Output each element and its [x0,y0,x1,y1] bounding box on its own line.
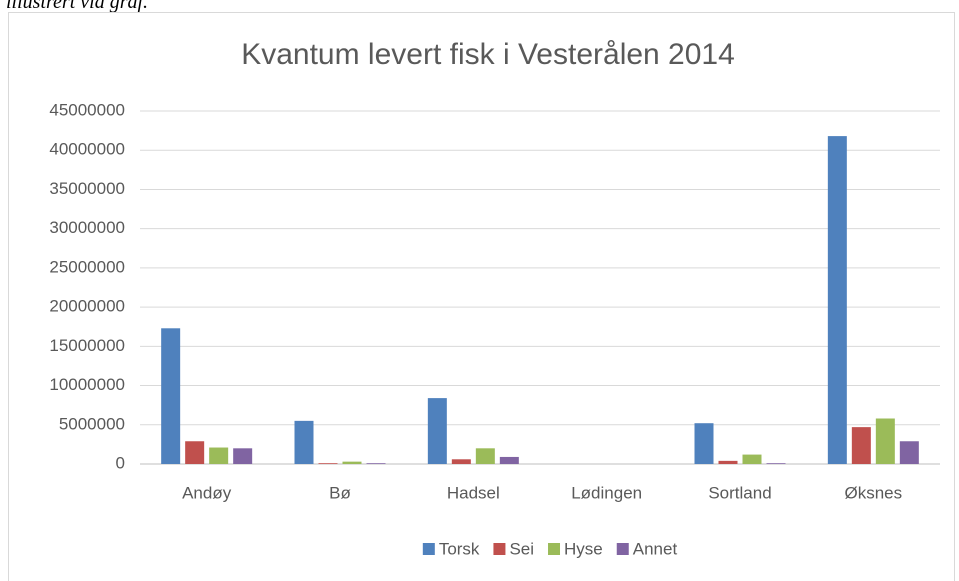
bar [318,463,338,464]
bar [161,328,181,464]
bar [766,463,786,464]
caption: illustrert via graf. [6,0,148,13]
y-tick-label: 20000000 [49,297,125,316]
y-tick-label: 45000000 [49,100,125,119]
bar [451,459,471,464]
bar [185,441,205,464]
bar [875,418,895,464]
legend-swatch [422,543,435,555]
bar [342,461,362,464]
y-tick-label: 15000000 [49,336,125,355]
legend-label: Annet [633,539,678,558]
legend-swatch [616,543,629,555]
x-tick-label: Sortland [708,483,771,502]
x-tick-label: Andøy [182,483,232,502]
legend-swatch [493,543,506,555]
y-tick-label: 25000000 [49,257,125,276]
x-tick-label: Bø [329,483,351,502]
legend-label: Sei [509,539,534,558]
legend-swatch [548,543,561,555]
legend-label: Torsk [439,539,480,558]
bar [499,456,519,464]
y-tick-label: 5000000 [59,414,125,433]
bar [718,460,738,464]
bar [475,448,495,464]
y-tick-label: 35000000 [49,179,125,198]
bar [366,463,386,464]
bar [233,448,253,464]
chart-border [8,12,955,581]
bar [294,420,314,464]
bar [827,136,847,464]
y-tick-label: 10000000 [49,375,125,394]
bar [742,454,762,464]
bar [851,427,871,464]
bar [694,423,714,464]
y-tick-label: 0 [116,453,125,472]
bar [209,447,229,464]
y-tick-label: 40000000 [49,140,125,159]
bar [899,441,919,464]
bar [427,398,447,464]
chart-title: Kvantum levert fisk i Vesterålen 2014 [241,38,735,71]
x-tick-label: Øksnes [845,483,903,502]
legend-label: Hyse [564,539,603,558]
y-tick-label: 30000000 [49,218,125,237]
x-tick-label: Lødingen [571,483,642,502]
x-tick-label: Hadsel [447,483,500,502]
